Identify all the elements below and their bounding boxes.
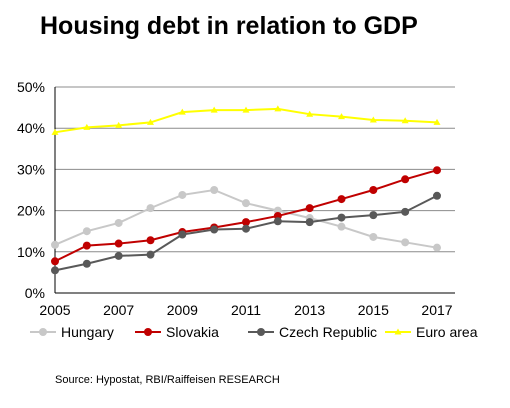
data-point-euro-area — [242, 106, 250, 113]
data-point-euro-area — [338, 113, 345, 120]
y-tick-label: 20% — [17, 203, 45, 219]
data-point-euro-area — [51, 128, 59, 135]
data-point-hungary — [178, 190, 187, 199]
data-point-czech-republic — [401, 207, 410, 216]
x-tick-label: 2011 — [231, 302, 261, 318]
data-point-slovakia — [433, 166, 441, 175]
legend-marker-slovakia — [144, 328, 152, 336]
data-point-hungary — [401, 238, 410, 247]
y-tick-label: 50% — [17, 79, 45, 95]
data-point-czech-republic — [178, 230, 187, 239]
data-point-slovakia — [337, 195, 346, 204]
data-point-czech-republic — [433, 191, 441, 200]
data-point-hungary — [82, 227, 91, 236]
data-point-slovakia — [401, 175, 410, 184]
data-point-euro-area — [401, 117, 409, 124]
data-point-slovakia — [114, 239, 123, 248]
data-point-euro-area — [369, 116, 377, 123]
data-point-czech-republic — [337, 213, 346, 222]
data-point-euro-area — [83, 123, 91, 130]
data-point-euro-area — [274, 105, 282, 112]
series-line-slovakia — [54, 169, 438, 263]
y-tick-label: 10% — [17, 244, 45, 260]
data-point-slovakia — [242, 218, 250, 227]
data-point-hungary — [242, 199, 250, 208]
data-point-czech-republic — [114, 251, 123, 260]
data-point-hungary — [433, 243, 441, 252]
x-tick-label: 2007 — [103, 302, 134, 318]
data-point-euro-area — [115, 121, 123, 128]
data-point-hungary — [369, 232, 378, 241]
data-point-euro-area — [306, 110, 314, 117]
x-tick-label: 2005 — [39, 302, 70, 318]
data-point-slovakia — [51, 257, 59, 266]
x-tick-label: 2017 — [421, 302, 452, 318]
data-point-euro-area — [433, 118, 441, 125]
x-tick-label: 2009 — [167, 302, 198, 318]
legend-marker-euro-area — [394, 328, 402, 335]
data-point-slovakia — [305, 204, 314, 213]
data-point-czech-republic — [273, 217, 282, 226]
data-point-czech-republic — [146, 250, 155, 259]
x-tick-label: 2015 — [358, 302, 389, 318]
data-point-hungary — [210, 186, 219, 194]
source-note: Source: Hypostat, RBI/Raiffeisen RESEARC… — [55, 374, 280, 386]
data-point-euro-area — [147, 118, 154, 125]
legend-label-czech-republic: Czech Republic — [279, 324, 377, 340]
data-point-czech-republic — [210, 225, 219, 234]
legend-marker-hungary — [39, 328, 47, 336]
x-tick-label: 2013 — [294, 302, 325, 318]
data-point-czech-republic — [305, 218, 314, 227]
y-tick-label: 0% — [25, 285, 45, 301]
legend-label-euro-area: Euro area — [416, 324, 478, 340]
data-point-slovakia — [146, 236, 155, 245]
data-point-czech-republic — [51, 266, 59, 275]
data-point-czech-republic — [369, 211, 378, 220]
y-tick-label: 40% — [17, 120, 45, 136]
data-point-hungary — [51, 240, 59, 249]
legend-marker-czech-republic — [257, 328, 265, 336]
data-point-euro-area — [210, 106, 218, 113]
data-point-slovakia — [369, 186, 378, 194]
data-point-euro-area — [178, 108, 186, 115]
data-point-czech-republic — [242, 224, 250, 233]
data-point-hungary — [146, 204, 155, 213]
y-tick-label: 30% — [17, 161, 45, 177]
legend-label-hungary: Hungary — [61, 324, 114, 340]
legend-label-slovakia: Slovakia — [166, 324, 219, 340]
chart-title: Housing debt in relation to GDP — [40, 12, 418, 40]
data-point-hungary — [337, 222, 346, 231]
data-point-slovakia — [82, 241, 91, 250]
data-point-czech-republic — [82, 259, 91, 268]
data-point-hungary — [114, 218, 123, 227]
